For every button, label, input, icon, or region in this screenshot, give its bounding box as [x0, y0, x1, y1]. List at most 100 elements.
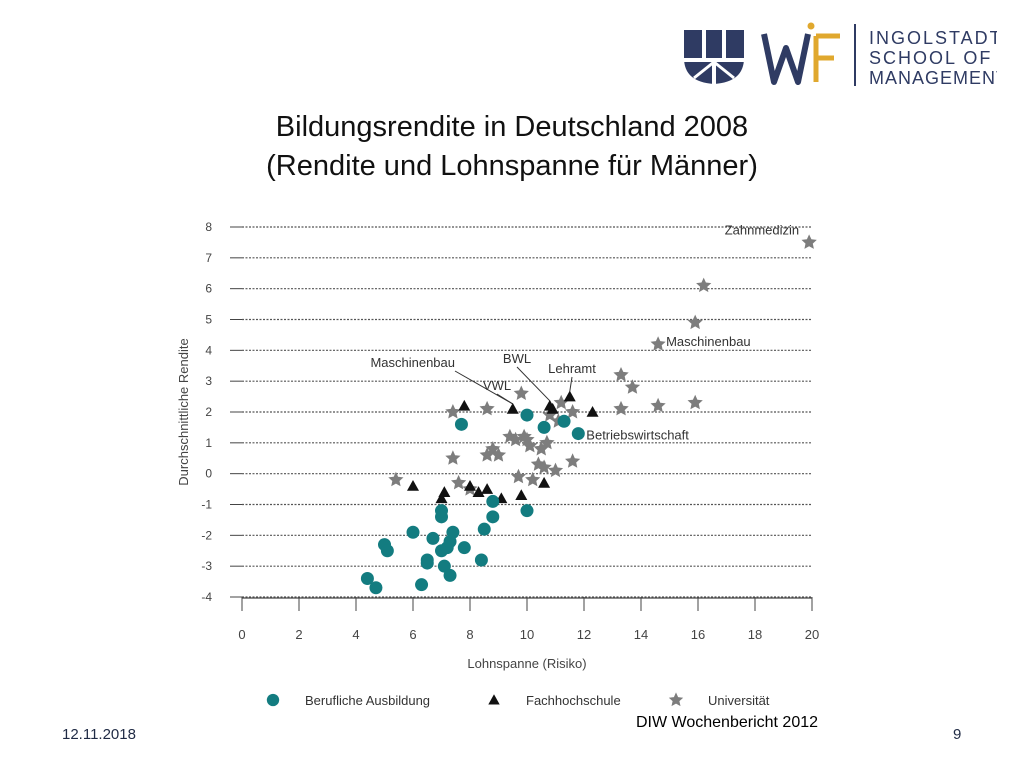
data-point-star [547, 462, 564, 478]
y-tick-label: 7 [205, 251, 212, 265]
data-point-triangle [435, 492, 448, 504]
data-point-star [613, 400, 629, 416]
x-tick-label: 20 [805, 627, 819, 642]
series-circle [360, 408, 585, 595]
annotation-label: Maschinenbau [666, 334, 751, 349]
data-point-circle [457, 541, 471, 555]
data-point-circle [520, 408, 534, 422]
footer-date: 12.11.2018 [62, 726, 136, 743]
data-point-circle [486, 494, 500, 508]
data-point-star [445, 404, 461, 419]
annotations: Zahnmedizin Maschinenbau Betriebswirtschaf… [370, 222, 799, 442]
y-tick-label: 2 [205, 405, 212, 419]
x-tick-label: 16 [691, 627, 705, 642]
y-tick-label: 6 [205, 282, 212, 296]
data-point-triangle [563, 390, 576, 402]
data-point-star [533, 441, 549, 456]
data-point-circle [426, 531, 440, 545]
data-point-star [490, 447, 507, 462]
data-point-circle [557, 414, 571, 428]
data-point-circle [520, 504, 534, 518]
data-point-star [650, 336, 666, 351]
data-point-star [536, 459, 552, 474]
annotation-label: VWL [483, 378, 511, 393]
data-point-star [624, 379, 641, 394]
data-point-star [508, 431, 524, 447]
data-point-circle [474, 553, 488, 567]
legend-marker-circle [266, 693, 280, 707]
data-point-triangle [407, 480, 419, 491]
data-point-triangle [438, 486, 451, 497]
data-point-star [451, 474, 467, 490]
data-point-triangle [538, 476, 551, 488]
data-point-star [479, 400, 495, 416]
data-point-star [801, 234, 817, 249]
annotation-leader [516, 366, 551, 402]
annotation-label: BWL [503, 351, 531, 366]
data-point-circle [360, 572, 374, 585]
legend-label: Fachhochschule [526, 693, 621, 708]
x-tick-label: 0 [238, 627, 245, 642]
legend-label: Berufliche Ausbildung [305, 693, 430, 708]
y-tick-label: -3 [201, 559, 212, 573]
data-point-star [525, 471, 541, 487]
data-point-circle [406, 525, 420, 539]
x-tick-label: 12 [577, 627, 591, 642]
y-tick-label: -4 [201, 590, 212, 604]
data-point-star [565, 404, 581, 419]
footer-source: DIW Wochenbericht 2012 [636, 714, 819, 731]
x-tick-label: 6 [409, 627, 416, 642]
data-point-star [513, 385, 529, 400]
data-point-circle [477, 522, 491, 536]
data-point-star [613, 367, 629, 382]
shield-icon [684, 30, 744, 84]
data-points [360, 234, 817, 595]
y-tick-label: 4 [205, 343, 212, 357]
y-tick-label: -2 [201, 528, 212, 542]
y-tick-label: -1 [201, 498, 212, 512]
data-point-triangle [586, 406, 599, 417]
logo-line-2: SCHOOL OF [869, 48, 992, 68]
page-title: Bildungsrendite in Deutschland 2008 (Ren… [0, 108, 1024, 186]
y-tick-label: 5 [205, 313, 212, 327]
y-tick-label: 0 [205, 467, 212, 481]
series-triangle [407, 390, 599, 504]
data-point-circle [415, 578, 429, 592]
annotation-leader [569, 376, 573, 392]
data-point-star [388, 471, 404, 487]
data-point-circle [537, 420, 551, 434]
wf-monogram-icon [761, 22, 840, 85]
legend-marker-star [668, 692, 684, 707]
annotation-label: Zahnmedizin [725, 222, 799, 237]
data-point-star [522, 437, 538, 453]
data-point-star [687, 314, 703, 330]
data-point-circle [420, 553, 434, 567]
series-star [388, 234, 817, 496]
title-line-2: (Rendite und Lohnspanne für Männer) [266, 150, 758, 182]
chart-axes [230, 226, 813, 611]
data-point-triangle [464, 480, 476, 491]
data-point-circle [380, 544, 394, 558]
y-tick-label: 1 [205, 436, 212, 450]
data-point-star [650, 397, 666, 413]
data-point-circle [435, 504, 448, 518]
data-point-star [542, 407, 558, 422]
data-point-star [445, 450, 461, 465]
legend: Berufliche Ausbildung Fachhochschule Unive… [266, 692, 770, 708]
x-tick-label: 4 [352, 627, 359, 642]
data-point-triangle [546, 402, 559, 414]
y-tick-label: 3 [205, 374, 212, 388]
annotation-label: Betriebswirtschaft [586, 428, 689, 443]
data-point-star [539, 434, 555, 450]
y-axis-label: Durchschnittliche Rendite [176, 338, 191, 485]
annotation-label: Maschinenbau [370, 355, 455, 370]
data-point-circle [454, 417, 468, 431]
data-point-circle [571, 427, 585, 441]
x-tick-label: 8 [466, 627, 473, 642]
x-tick-label: 18 [748, 627, 762, 642]
logo-line-3: MANAGEMENT [869, 68, 997, 88]
data-point-circle [369, 581, 383, 595]
data-point-triangle [458, 399, 471, 411]
